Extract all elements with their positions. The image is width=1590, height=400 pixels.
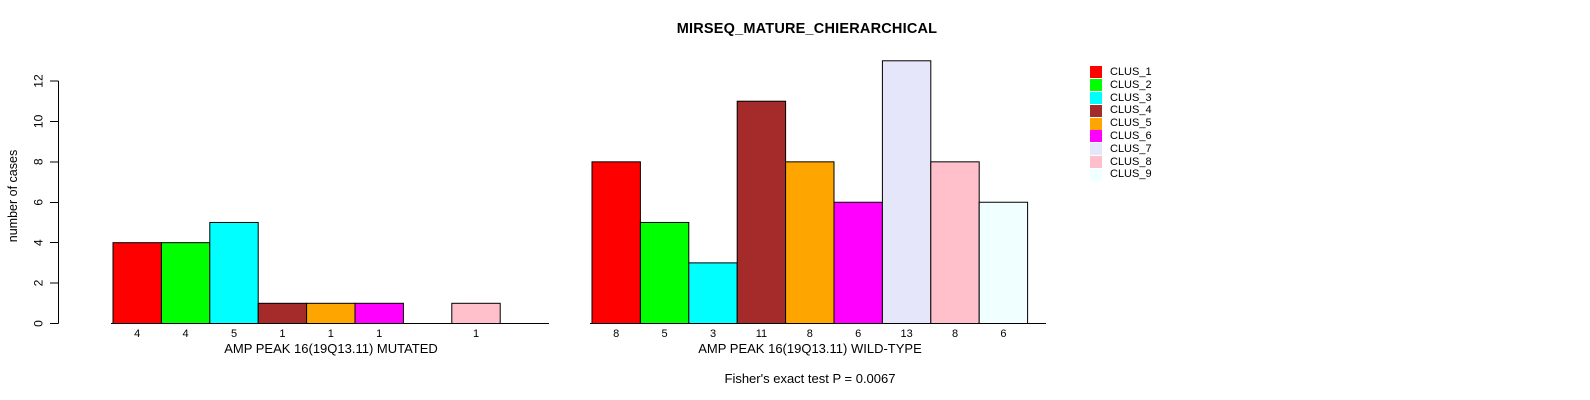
fisher-test-annotation: Fisher's exact test P = 0.0067 xyxy=(724,371,896,386)
bar-count-label: 6 xyxy=(855,328,861,340)
y-tick-label: 6 xyxy=(32,199,46,206)
bar-count-label: 8 xyxy=(952,328,958,340)
bar-clus_1-group1 xyxy=(112,242,162,325)
bar-clus_1-group2 xyxy=(591,161,641,324)
bar-clus_8-group1 xyxy=(451,302,501,324)
legend-label: CLUS_5 xyxy=(1110,117,1152,130)
bar-count-label: 13 xyxy=(900,328,912,340)
y-tick-label: 0 xyxy=(32,320,46,327)
legend-item: CLUS_1 xyxy=(1090,66,1152,79)
bar-count-label: 8 xyxy=(807,328,813,340)
bar-clus_2-group2 xyxy=(639,221,690,324)
bar-count-label: 3 xyxy=(710,328,716,340)
legend-swatch xyxy=(1090,143,1102,156)
bar-count-label: 1 xyxy=(279,328,285,340)
y-tick-label: 4 xyxy=(32,239,46,246)
bar-clus_5-group2 xyxy=(785,161,835,324)
legend-swatch xyxy=(1090,104,1102,117)
x-axis-label-mutated: AMP PEAK 16(19Q13.11) MUTATED xyxy=(224,341,438,356)
legend-item: CLUS_9 xyxy=(1090,168,1152,181)
bar-clus_6-group1 xyxy=(354,302,404,324)
bar-clus_7-group2 xyxy=(881,60,932,325)
bar-clus_5-group1 xyxy=(306,302,356,324)
chart-title: MIRSEQ_MATURE_CHIERARCHICAL xyxy=(676,21,938,37)
bar-count-label: 6 xyxy=(1000,328,1006,340)
y-tick-label: 2 xyxy=(32,279,46,286)
bar-count-label: 5 xyxy=(231,328,237,340)
legend-item: CLUS_5 xyxy=(1090,117,1152,130)
bar-clus_4-group2 xyxy=(736,100,787,325)
legend-swatch xyxy=(1090,91,1102,104)
legend-label: CLUS_3 xyxy=(1110,91,1152,104)
bar-count-label: 1 xyxy=(376,328,382,340)
legend-label: CLUS_4 xyxy=(1110,104,1152,117)
legend-label: CLUS_6 xyxy=(1110,129,1152,142)
legend-item: CLUS_7 xyxy=(1090,143,1152,156)
legend-swatch xyxy=(1090,117,1102,130)
bar-clus_3-group2 xyxy=(688,262,738,324)
bar-count-label: 1 xyxy=(328,328,334,340)
y-tick-label: 12 xyxy=(32,74,46,88)
x-axis-label-wildtype: AMP PEAK 16(19Q13.11) WILD-TYPE xyxy=(698,341,922,356)
bar-clus_6-group2 xyxy=(833,201,883,324)
bar-clus_4-group1 xyxy=(257,302,308,324)
legend-item: CLUS_4 xyxy=(1090,104,1152,117)
legend-item: CLUS_6 xyxy=(1090,130,1152,143)
legend-swatch xyxy=(1090,168,1102,181)
y-tick-label: 10 xyxy=(32,114,46,128)
legend-swatch xyxy=(1090,130,1102,143)
legend-swatch xyxy=(1090,79,1102,92)
legend-swatch xyxy=(1090,155,1102,168)
bar-count-label: 5 xyxy=(662,328,668,340)
bar-count-label: 11 xyxy=(756,328,767,340)
bar-clus_3-group1 xyxy=(209,221,259,324)
bar-count-label: 8 xyxy=(613,328,619,340)
legend-label: CLUS_1 xyxy=(1110,66,1152,78)
bar-clus_2-group1 xyxy=(160,242,211,325)
bar-clus_9-group2 xyxy=(978,201,1029,324)
bar-count-label: 4 xyxy=(134,328,140,340)
legend-swatch xyxy=(1090,66,1102,79)
bar-count-label: 4 xyxy=(183,328,189,340)
legend-label: CLUS_7 xyxy=(1110,142,1152,155)
legend-label: CLUS_2 xyxy=(1110,78,1152,91)
legend-item: CLUS_8 xyxy=(1090,156,1152,169)
legend-item: CLUS_3 xyxy=(1090,92,1152,105)
legend-label: CLUS_9 xyxy=(1110,168,1152,181)
bar-count-label: 1 xyxy=(473,328,479,340)
legend: CLUS_1 CLUS_2 CLUS_3 CLUS_4 CLUS_5 CLUS_6 CLUS… xyxy=(1090,66,1152,181)
bar-clus_8-group2 xyxy=(930,161,980,324)
y-tick-label: 8 xyxy=(32,158,46,165)
legend-item: CLUS_2 xyxy=(1090,79,1152,92)
legend-label: CLUS_8 xyxy=(1110,155,1152,168)
